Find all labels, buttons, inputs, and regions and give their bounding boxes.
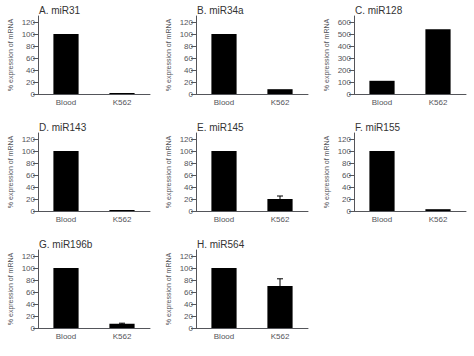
svg-text:% expression of mRNA: % expression of mRNA bbox=[323, 135, 331, 208]
svg-text:H. miR564: H. miR564 bbox=[197, 239, 245, 250]
svg-text:% expression of mRNA: % expression of mRNA bbox=[7, 18, 15, 91]
svg-text:100: 100 bbox=[22, 30, 36, 39]
svg-text:0: 0 bbox=[347, 90, 352, 99]
svg-text:20: 20 bbox=[26, 78, 35, 87]
svg-text:100: 100 bbox=[180, 264, 194, 273]
svg-text:K562: K562 bbox=[271, 332, 290, 341]
svg-text:100: 100 bbox=[180, 147, 194, 156]
svg-text:20: 20 bbox=[184, 78, 193, 87]
svg-text:300: 300 bbox=[338, 54, 352, 63]
svg-text:K562: K562 bbox=[429, 215, 448, 224]
svg-text:80: 80 bbox=[184, 42, 193, 51]
svg-text:K562: K562 bbox=[429, 98, 448, 107]
svg-text:600: 600 bbox=[338, 18, 352, 27]
svg-text:Blood: Blood bbox=[372, 98, 392, 107]
svg-text:60: 60 bbox=[184, 171, 193, 180]
svg-text:B. miR34a: B. miR34a bbox=[197, 5, 244, 16]
svg-text:120: 120 bbox=[180, 135, 194, 144]
svg-text:Blood: Blood bbox=[56, 98, 76, 107]
svg-text:0: 0 bbox=[189, 207, 194, 216]
svg-text:20: 20 bbox=[342, 195, 351, 204]
svg-text:0: 0 bbox=[31, 324, 36, 333]
svg-text:E. miR145: E. miR145 bbox=[197, 122, 244, 133]
svg-text:0: 0 bbox=[189, 90, 194, 99]
svg-text:0: 0 bbox=[347, 207, 352, 216]
svg-text:A. miR31: A. miR31 bbox=[39, 5, 81, 16]
svg-text:100: 100 bbox=[338, 147, 352, 156]
svg-text:20: 20 bbox=[184, 312, 193, 321]
svg-text:% expression of mRNA: % expression of mRNA bbox=[165, 135, 173, 208]
svg-text:% expression of mRNA: % expression of mRNA bbox=[165, 252, 173, 325]
svg-text:40: 40 bbox=[342, 183, 351, 192]
svg-text:60: 60 bbox=[26, 54, 35, 63]
svg-text:Blood: Blood bbox=[56, 332, 76, 341]
svg-text:120: 120 bbox=[338, 135, 352, 144]
svg-text:K562: K562 bbox=[113, 98, 132, 107]
svg-text:80: 80 bbox=[184, 159, 193, 168]
svg-text:0: 0 bbox=[189, 324, 194, 333]
svg-text:% expression of mRNA: % expression of mRNA bbox=[323, 18, 331, 91]
svg-text:400: 400 bbox=[338, 42, 352, 51]
svg-text:120: 120 bbox=[22, 135, 36, 144]
svg-text:100: 100 bbox=[180, 30, 194, 39]
svg-text:F. miR155: F. miR155 bbox=[355, 122, 400, 133]
svg-text:40: 40 bbox=[184, 183, 193, 192]
svg-text:80: 80 bbox=[26, 42, 35, 51]
svg-text:D. miR143: D. miR143 bbox=[39, 122, 87, 133]
svg-text:120: 120 bbox=[22, 18, 36, 27]
svg-text:100: 100 bbox=[22, 147, 36, 156]
svg-text:20: 20 bbox=[26, 312, 35, 321]
svg-text:40: 40 bbox=[184, 66, 193, 75]
svg-text:100: 100 bbox=[338, 78, 352, 87]
svg-text:0: 0 bbox=[31, 90, 36, 99]
svg-text:60: 60 bbox=[184, 54, 193, 63]
svg-text:120: 120 bbox=[180, 18, 194, 27]
svg-text:120: 120 bbox=[22, 252, 36, 261]
svg-text:% expression of mRNA: % expression of mRNA bbox=[7, 252, 15, 325]
svg-text:120: 120 bbox=[180, 252, 194, 261]
svg-text:40: 40 bbox=[184, 300, 193, 309]
svg-text:500: 500 bbox=[338, 30, 352, 39]
svg-text:Blood: Blood bbox=[214, 98, 234, 107]
svg-text:80: 80 bbox=[26, 159, 35, 168]
svg-text:80: 80 bbox=[184, 276, 193, 285]
svg-text:K562: K562 bbox=[113, 332, 132, 341]
svg-text:40: 40 bbox=[26, 66, 35, 75]
svg-text:100: 100 bbox=[22, 264, 36, 273]
svg-text:0: 0 bbox=[31, 207, 36, 216]
svg-text:% expression of mRNA: % expression of mRNA bbox=[7, 135, 15, 208]
svg-text:Blood: Blood bbox=[56, 215, 76, 224]
svg-text:20: 20 bbox=[26, 195, 35, 204]
svg-text:40: 40 bbox=[26, 183, 35, 192]
svg-text:200: 200 bbox=[338, 66, 352, 75]
svg-text:Blood: Blood bbox=[372, 215, 392, 224]
svg-text:% expression of mRNA: % expression of mRNA bbox=[165, 18, 173, 91]
svg-text:Blood: Blood bbox=[214, 332, 234, 341]
svg-text:20: 20 bbox=[184, 195, 193, 204]
svg-text:Blood: Blood bbox=[214, 215, 234, 224]
svg-text:G. miR196b: G. miR196b bbox=[39, 239, 93, 250]
svg-text:60: 60 bbox=[26, 288, 35, 297]
svg-text:K562: K562 bbox=[271, 98, 290, 107]
svg-text:80: 80 bbox=[342, 159, 351, 168]
svg-text:C. miR128: C. miR128 bbox=[355, 5, 403, 16]
svg-text:40: 40 bbox=[26, 300, 35, 309]
svg-text:K562: K562 bbox=[271, 215, 290, 224]
svg-text:80: 80 bbox=[26, 276, 35, 285]
svg-text:K562: K562 bbox=[113, 215, 132, 224]
svg-text:60: 60 bbox=[342, 171, 351, 180]
svg-text:60: 60 bbox=[184, 288, 193, 297]
svg-text:60: 60 bbox=[26, 171, 35, 180]
